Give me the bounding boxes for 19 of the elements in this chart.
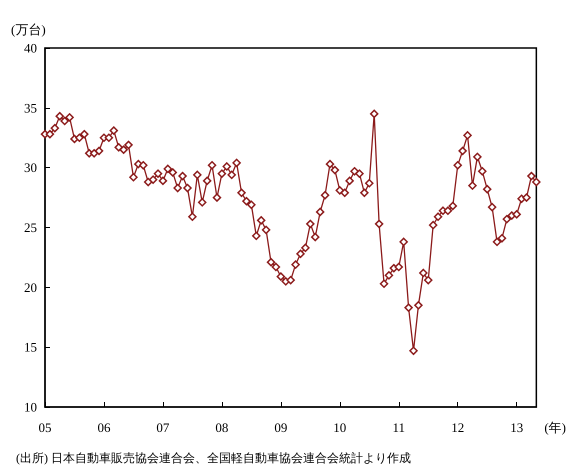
- x-tick-label: 05: [38, 420, 52, 435]
- x-tick-label: 12: [451, 420, 464, 435]
- x-tick-label: 11: [392, 420, 406, 435]
- y-axis-title: (万台): [11, 22, 46, 37]
- x-tick-label: 07: [156, 420, 170, 435]
- x-tick-label: 10: [333, 420, 346, 435]
- y-tick-label: 40: [24, 40, 37, 56]
- x-axis-title: (年): [544, 420, 566, 435]
- y-tick-label: 10: [24, 400, 37, 414]
- y-tick-label: 30: [24, 160, 37, 176]
- y-tick-label: 15: [24, 340, 37, 355]
- x-tick-label: 06: [97, 420, 111, 435]
- y-tick-label: 35: [24, 100, 37, 116]
- y-tick-label: 25: [24, 220, 37, 235]
- text: (出所) 日本自動車販売協会連合会、全国軽自動車協会連合会統計より作成: [16, 451, 411, 465]
- x-tick-label: 13: [510, 420, 524, 435]
- x-tick-label: 08: [215, 420, 228, 435]
- x-tick-label: 09: [274, 420, 288, 435]
- y-tick-label: 20: [24, 280, 37, 295]
